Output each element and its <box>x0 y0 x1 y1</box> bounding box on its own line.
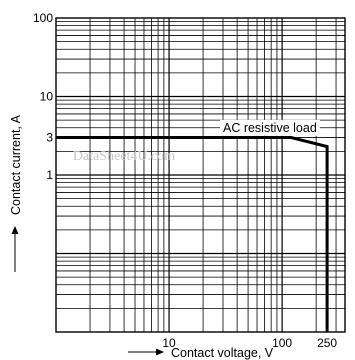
plot-frame <box>55 17 346 333</box>
series: AC resistive load <box>56 119 329 332</box>
x-axis-arrow <box>128 348 164 356</box>
y-tick-label: 3 <box>46 131 53 145</box>
x-tick-label: 100 <box>272 336 292 350</box>
x-tick-label: 250 <box>317 336 337 350</box>
x-axis-label: Contact voltage, V <box>171 346 274 360</box>
y-axis-label: Contact current, A <box>9 114 23 215</box>
y-axis-arrow <box>11 226 19 272</box>
y-tick-labels: 100 10 3 1 <box>33 11 53 182</box>
y-tick-label: 100 <box>33 11 53 25</box>
y-tick-label: 10 <box>40 90 54 104</box>
watermark: DataSheet4U.com <box>73 149 175 164</box>
grid <box>56 18 345 332</box>
annotation-label: AC resistive load <box>223 121 317 135</box>
annotation-background <box>219 119 320 136</box>
x-tick-labels: 10 100 250 <box>162 336 337 350</box>
y-tick-label: 1 <box>46 168 53 182</box>
series-line <box>56 136 329 332</box>
x-tick-label: 10 <box>162 336 176 350</box>
